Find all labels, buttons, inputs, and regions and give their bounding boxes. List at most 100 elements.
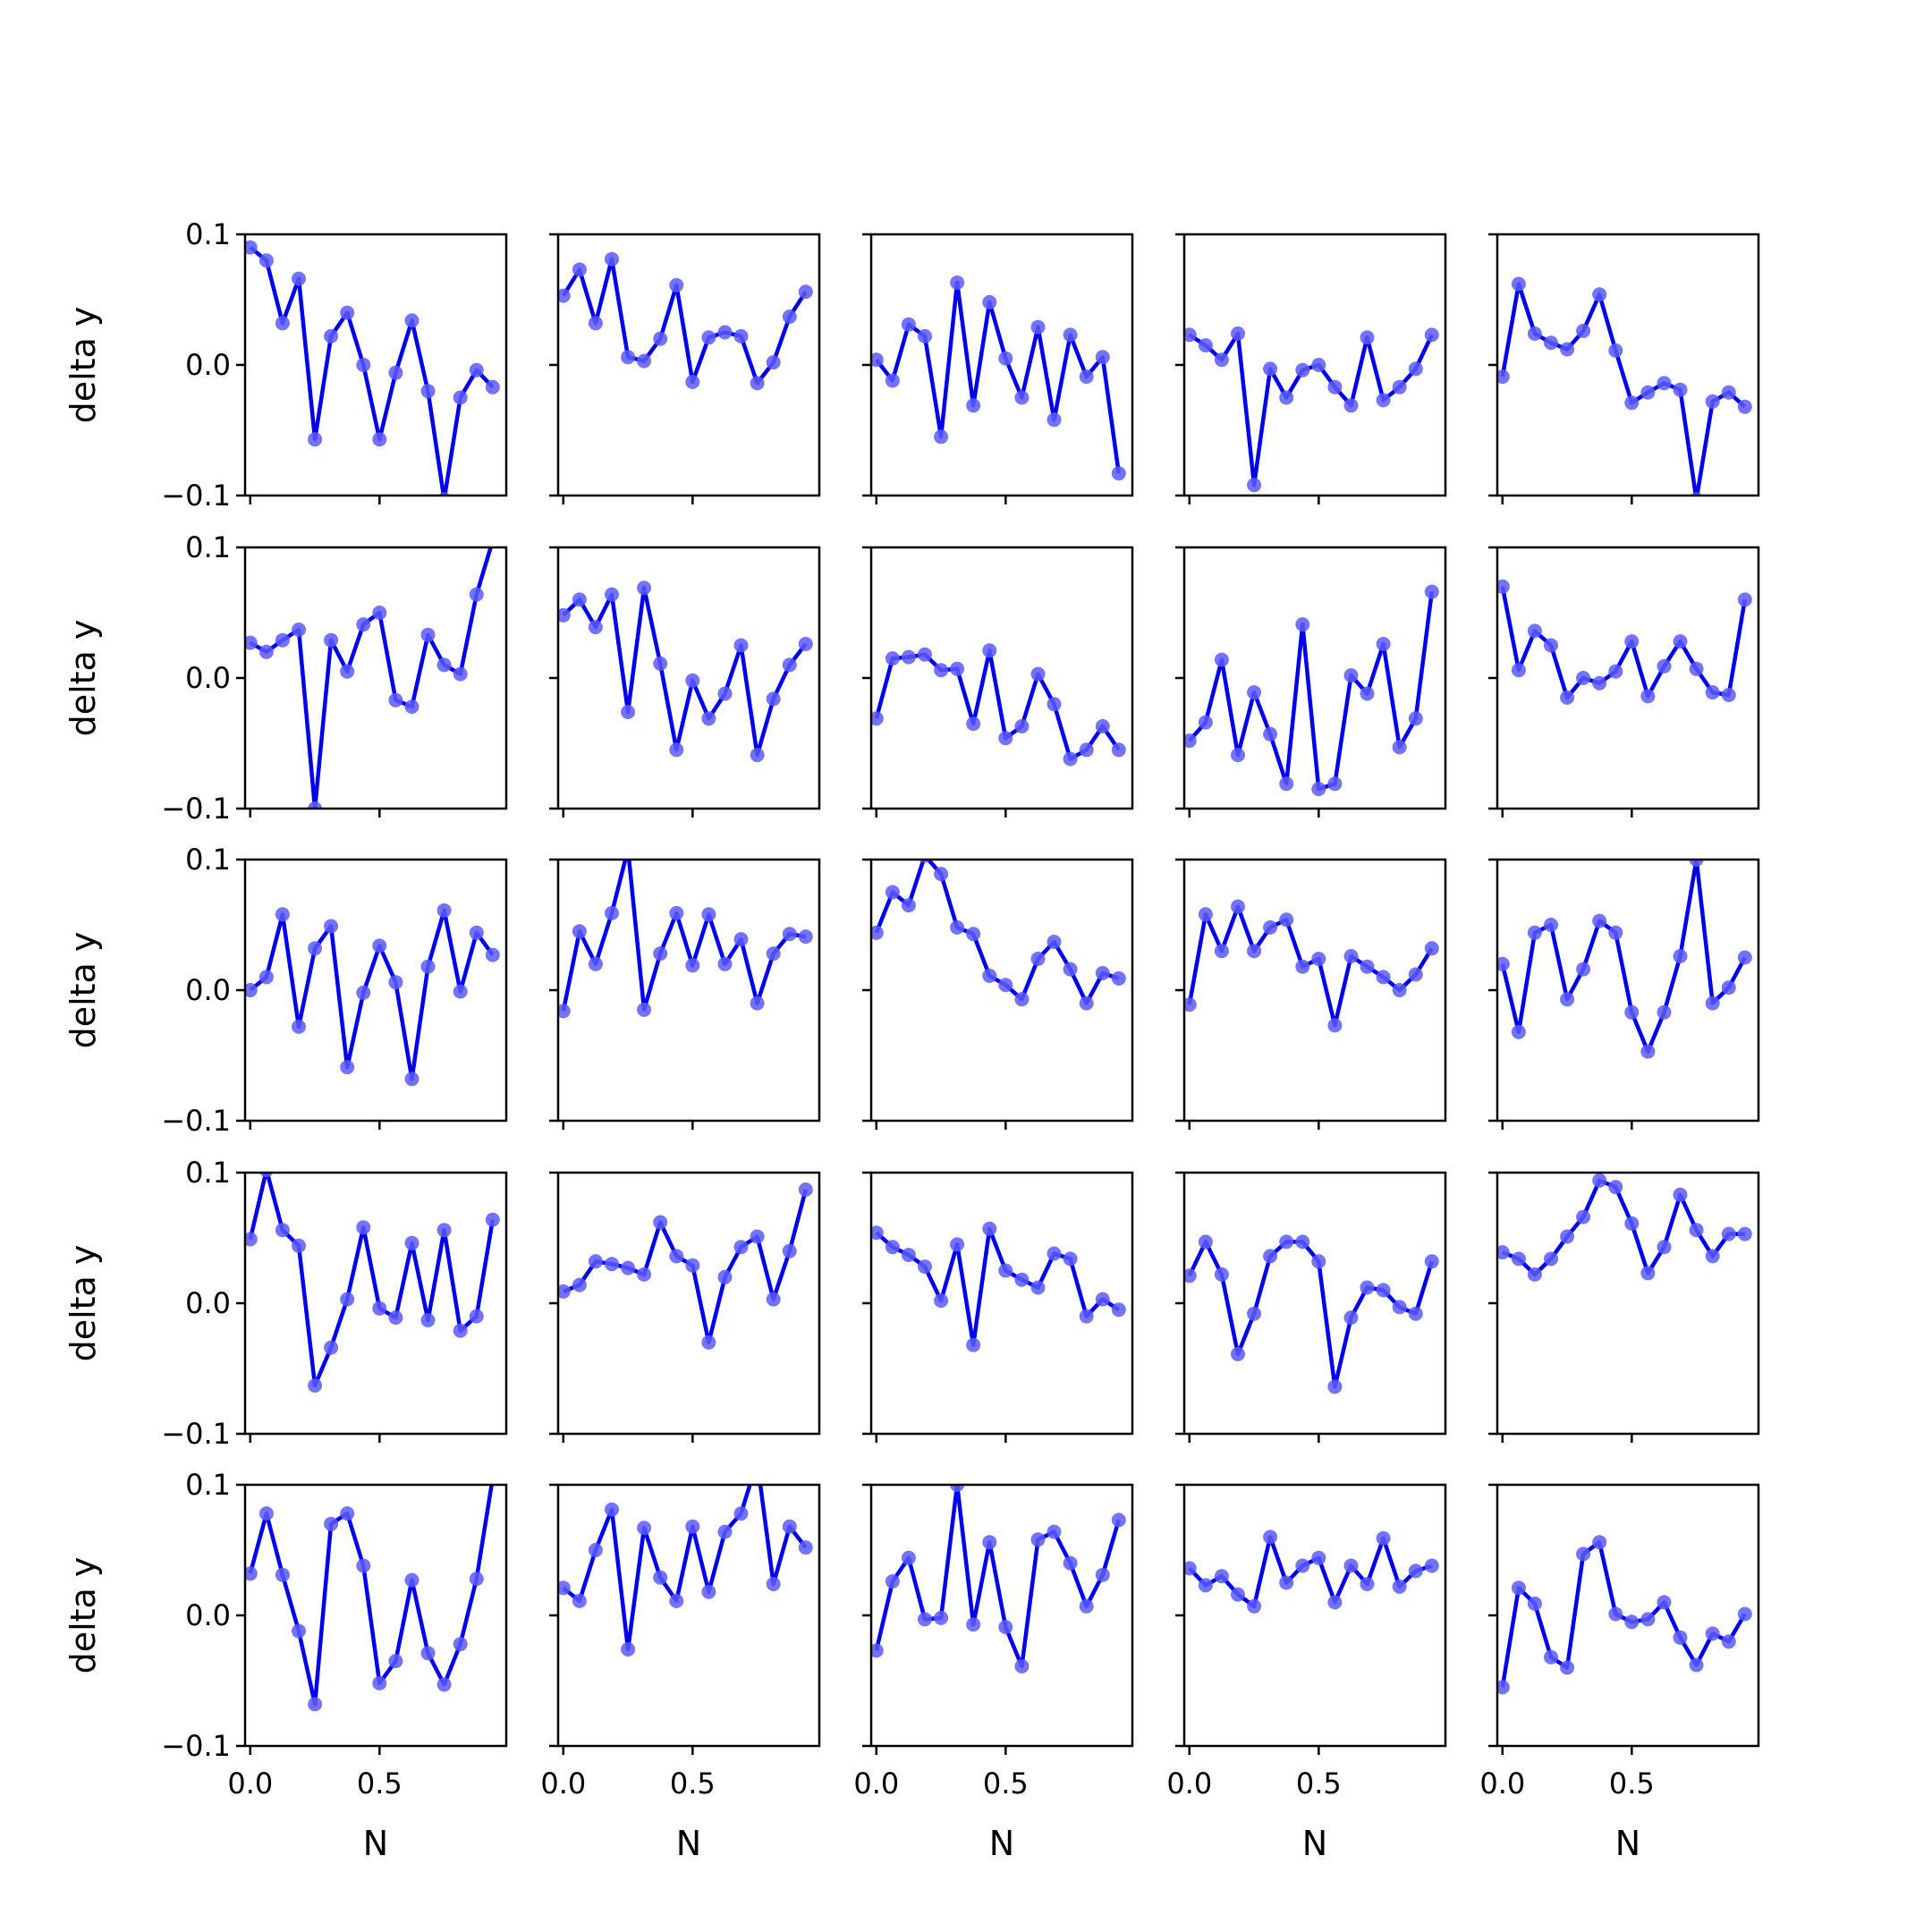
data-point [982,1221,997,1236]
data-point [605,251,619,267]
data-point [1046,697,1062,712]
data-point [1247,944,1262,959]
data-point [245,240,258,255]
data-point [1721,385,1736,400]
data-point [966,716,981,732]
data-point [701,1335,716,1350]
subplot-r1-c1: −0.1 0.0 0.1 delta y [64,217,508,513]
data-point [245,635,258,650]
data-point [453,1637,468,1652]
data-point [469,925,484,940]
data-point [1198,1234,1213,1250]
data-point [798,637,813,651]
data-point [258,1506,274,1521]
data-point [1311,1550,1326,1565]
data-point [1511,1580,1526,1596]
data-point [275,316,290,331]
data-point [1640,689,1656,704]
data-point [653,656,668,671]
x-tick-label: 0.0 [853,1767,899,1801]
data-point [485,947,500,962]
subplot-r1-c5 [1488,233,1760,504]
series-line [874,648,1121,761]
data-point [1030,1532,1046,1547]
data-point [1721,1226,1736,1241]
data-point [934,867,949,882]
data-point [934,1293,949,1309]
data-point [1408,967,1423,982]
series-line [562,1485,808,1652]
x-axis-label: N [1302,1824,1327,1863]
data-point [588,1543,603,1557]
data-point [245,1566,258,1581]
y-tick-label: 0.1 [185,217,231,251]
data-point [436,657,452,673]
data-point [733,638,749,653]
data-point [453,984,468,999]
x-axis-label: N [989,1824,1014,1863]
data-point [1737,592,1752,607]
data-point [669,277,684,292]
data-point [558,1284,571,1299]
data-point [1544,335,1558,351]
data-point [356,985,371,1000]
data-point [966,927,981,942]
subplot-r5-c1: −0.1 0.0 0.1 0.0 0.5 delta y N [64,1468,508,1863]
data-point [918,1259,932,1275]
data-point [1030,319,1046,335]
data-point [1511,663,1526,678]
series-line [249,547,493,809]
data-point [558,607,571,623]
data-point [356,1558,371,1573]
y-tick-label: 0.1 [185,1468,231,1502]
data-point [1079,996,1094,1011]
data-point [1376,1530,1391,1546]
data-point [653,946,668,962]
data-point [469,1572,484,1587]
data-point [1046,412,1062,428]
data-point [469,1309,484,1324]
data-point [1527,326,1542,341]
series-line [874,860,1120,1005]
data-point [340,1060,355,1075]
series-group [558,1182,813,1350]
data-point [1063,327,1078,343]
data-point [1544,638,1558,653]
subplot-grid: −0.1 0.0 0.1 delta y −0.1 0.0 0.1 delta y −0.1 0.… [64,217,1760,1863]
data-point [258,644,274,659]
data-point [420,384,436,399]
data-point [885,651,900,666]
series-line [248,1485,494,1707]
data-point [621,1642,636,1657]
series-line [875,1226,1121,1347]
data-point [1560,1660,1575,1675]
data-point [1279,912,1294,928]
data-point [388,1310,403,1326]
subplot-r5-c4: 0.0 0.5 N [1166,1483,1447,1863]
series-group [558,251,813,391]
data-point [404,699,419,715]
data-point [701,330,716,345]
data-point [1624,634,1640,649]
data-point [1063,1251,1078,1267]
data-point [1560,690,1575,705]
data-point [1295,1558,1310,1573]
data-point [1184,733,1197,749]
data-point [324,632,339,648]
series-line [1187,904,1434,1028]
y-tick-label: 0.0 [185,348,231,382]
data-point [1497,1245,1510,1260]
data-point [1343,1558,1359,1573]
data-point [717,1524,733,1539]
data-point [1721,1634,1736,1649]
data-point [685,673,700,688]
y-tick-label: −0.1 [161,1729,231,1763]
subplot-r4-c4 [1175,1171,1447,1443]
data-point [766,1577,781,1591]
data-point [1392,740,1407,755]
data-point [885,373,900,388]
data-point [1544,1251,1558,1267]
data-point [1624,1614,1640,1630]
data-point [605,1257,619,1272]
series-group [871,1485,1126,1674]
